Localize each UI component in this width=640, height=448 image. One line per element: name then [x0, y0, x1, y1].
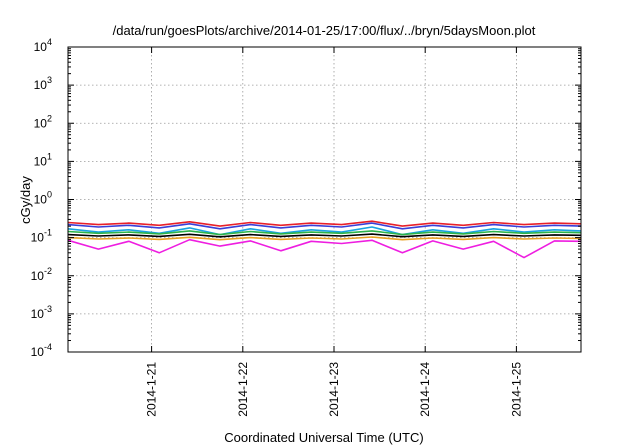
axes: 10-4 10-3 10-2 10-1 100 101 102 103 104 2014-1-21… — [31, 37, 581, 417]
y-tick-label: 101 — [34, 151, 52, 168]
x-tick-label: 2014-1-23 — [327, 362, 341, 417]
series-line-6 — [67, 236, 582, 241]
series-line-5 — [67, 233, 582, 238]
grid — [68, 47, 581, 352]
series-line-1 — [67, 220, 582, 227]
series-lines — [67, 220, 582, 259]
y-tick-label: 10-4 — [31, 342, 52, 359]
y-tick-label: 103 — [34, 75, 52, 92]
y-tick-label: 100 — [34, 190, 52, 207]
series-line-2 — [67, 222, 582, 230]
y-axis-label: cGy/day — [18, 176, 33, 224]
y-tick-label: 10-1 — [31, 228, 52, 245]
series-line-7 — [67, 238, 582, 259]
y-tick-label: 104 — [34, 37, 52, 54]
x-tick-label: 2014-1-24 — [418, 362, 432, 417]
x-tick-label: 2014-1-25 — [509, 362, 523, 417]
x-tick-label: 2014-1-21 — [145, 362, 159, 417]
y-tick-label: 102 — [34, 113, 52, 130]
x-tick-label: 2014-1-22 — [236, 362, 250, 417]
y-tick-label: 10-3 — [31, 304, 52, 321]
series-line-4 — [67, 230, 582, 236]
series-line-3 — [67, 226, 582, 236]
x-axis-label: Coordinated Universal Time (UTC) — [224, 430, 423, 445]
y-tick-label: 10-2 — [31, 266, 52, 283]
chart-title: /data/run/goesPlots/archive/2014-01-25/1… — [113, 23, 536, 38]
